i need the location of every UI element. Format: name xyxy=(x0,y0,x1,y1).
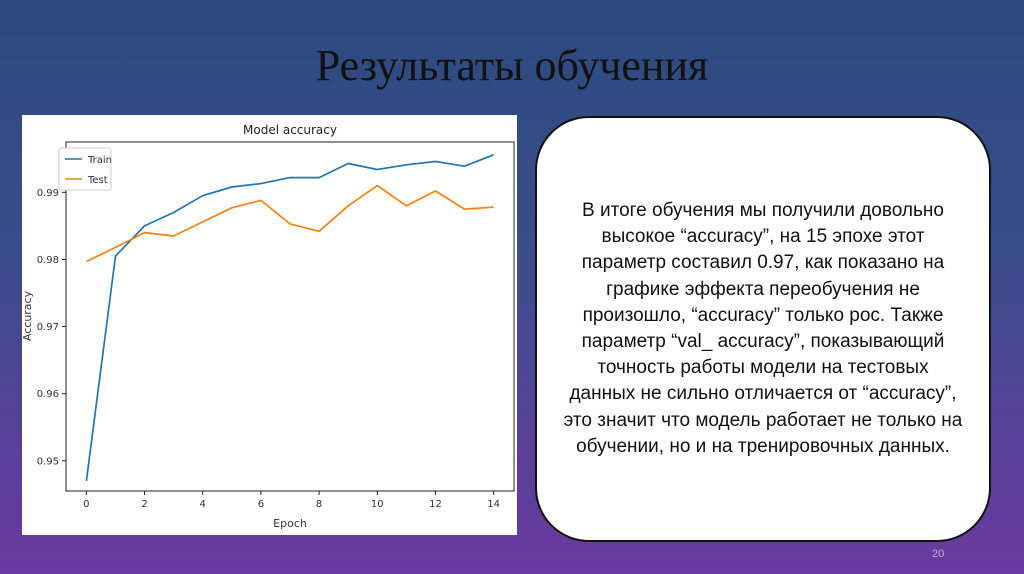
chart-title: Model accuracy xyxy=(243,123,337,137)
series-lines xyxy=(85,154,494,482)
y-tick-label: 0.95 xyxy=(37,456,59,467)
summary-textbox: В итоге обучения мы получили довольно вы… xyxy=(535,116,991,542)
x-tick-label: 10 xyxy=(371,499,384,510)
y-tick-label: 0.97 xyxy=(37,322,59,333)
legend-test-label: Test xyxy=(87,175,108,186)
y-axis-ticks: 0.95 0.96 0.97 0.98 0.99 xyxy=(37,188,66,467)
x-tick-label: 14 xyxy=(487,499,500,510)
x-tick-label: 2 xyxy=(141,499,147,510)
x-axis-label: Epoch xyxy=(273,517,307,530)
slide-title: Результаты обучения xyxy=(315,41,709,90)
x-tick-label: 4 xyxy=(200,499,206,510)
x-axis-ticks: 0 2 4 6 8 10 12 14 xyxy=(83,491,500,510)
y-tick-label: 0.96 xyxy=(37,389,59,400)
page-number: 20 xyxy=(932,548,945,560)
y-tick-label: 0.98 xyxy=(37,255,59,266)
y-tick-label: 0.99 xyxy=(37,188,59,199)
y-axis-label: Accuracy xyxy=(22,290,34,341)
x-tick-label: 8 xyxy=(316,499,322,510)
chart-panel: Model accuracy 0 2 4 6 8 10 12 14 0.95 0.96 0.97 0… xyxy=(22,115,517,535)
accuracy-line-chart: Model accuracy 0 2 4 6 8 10 12 14 0.950.960.970… xyxy=(22,123,515,530)
x-tick-label: 6 xyxy=(258,499,264,510)
legend-train-label: Train xyxy=(87,155,112,166)
x-tick-label: 12 xyxy=(429,499,442,510)
chart-legend: Train Test xyxy=(58,147,112,191)
summary-text: В итоге обучения мы получили довольно вы… xyxy=(563,199,963,457)
series-line-train xyxy=(85,154,494,482)
plot-frame xyxy=(65,141,515,492)
series-line-test xyxy=(86,184,494,263)
x-tick-label: 0 xyxy=(83,499,89,510)
